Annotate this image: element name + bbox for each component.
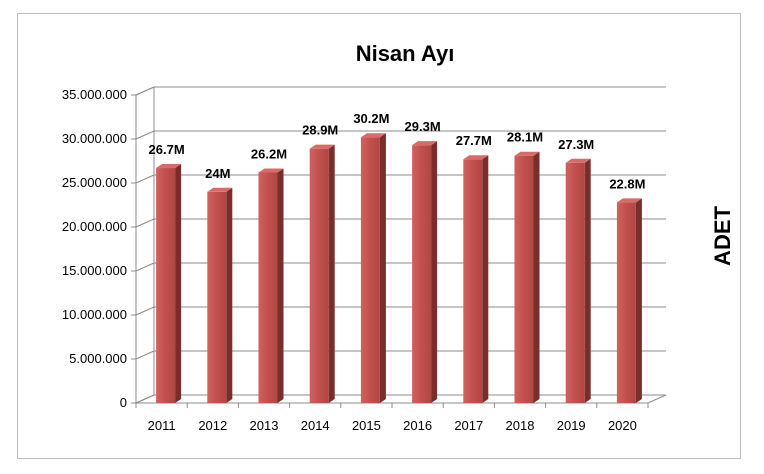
data-label: 27.3M (558, 137, 594, 152)
bar-top (258, 168, 284, 173)
y-axis-ticks: 0 5.000.000 10.000.000 15.000.000 20.000.000… (62, 87, 137, 410)
y-tick-label: 35.000.000 (62, 87, 127, 102)
axis-title-adet: ADET (710, 205, 735, 265)
bar-2017 (463, 155, 489, 403)
bar-side (328, 144, 335, 403)
bar-2016 (412, 141, 438, 403)
bar-top (309, 144, 335, 149)
y-tick-label: 10.000.000 (62, 307, 127, 322)
bar-front (309, 148, 329, 403)
x-tick-label: 2020 (608, 418, 637, 433)
gridline-side (135, 86, 155, 96)
data-label: 28.9M (302, 123, 338, 138)
y-tick-label: 30.000.000 (62, 131, 127, 146)
data-label: 26.7M (149, 142, 185, 157)
bar-top (514, 151, 540, 156)
y-tick-label: 15.000.000 (62, 263, 127, 278)
bar-front (360, 137, 380, 403)
bar-2012 (207, 187, 233, 403)
gridlines (135, 86, 666, 360)
bar-side (277, 168, 284, 403)
bar-side (226, 187, 233, 403)
data-label: 30.2M (353, 111, 389, 126)
bar-top (616, 198, 642, 203)
x-tick-label: 2011 (148, 418, 176, 433)
chart-frame: 0 5.000.000 10.000.000 15.000.000 20.000.000… (17, 13, 741, 459)
data-label: 27.7M (456, 133, 492, 148)
bar-2011 (156, 164, 182, 403)
bar-side (533, 151, 540, 403)
y-tick-label: 0 (120, 395, 127, 410)
bar-front (514, 155, 534, 403)
bar-top (207, 187, 233, 192)
bar-2013 (258, 168, 284, 403)
data-label: 24M (205, 166, 230, 181)
y-tick-label: 20.000.000 (62, 219, 127, 234)
bar-top (156, 164, 182, 169)
x-tick-label: 2017 (454, 418, 483, 433)
bar-chart: 0 5.000.000 10.000.000 15.000.000 20.000.000… (62, 41, 735, 433)
bar-front (565, 162, 585, 403)
bar-front (412, 145, 432, 403)
bar-front (616, 202, 636, 403)
x-tick-label: 2018 (506, 418, 535, 433)
x-tick-label: 2016 (403, 418, 432, 433)
gridline-side (135, 130, 155, 140)
gridline-side (135, 218, 155, 228)
bar-2019 (565, 158, 591, 403)
bar-top (565, 158, 591, 163)
data-labels: 26.7M 24M 26.2M 28.9M 30.2M 29.3M 27.7M 28.1M 27… (149, 111, 646, 191)
bar-2020 (616, 198, 642, 403)
gridline-side (135, 350, 155, 360)
x-tick-label: 2015 (352, 418, 381, 433)
side-wall (135, 86, 155, 404)
x-tick-label: 2013 (250, 418, 279, 433)
y-tick-label: 5.000.000 (69, 351, 127, 366)
data-label: 26.2M (251, 146, 287, 161)
bar-2018 (514, 151, 540, 403)
gridline-side (135, 174, 155, 184)
bar-side (482, 155, 489, 403)
bar-front (258, 172, 278, 403)
bar-top (360, 133, 386, 138)
bar-front (207, 191, 227, 403)
bar-side (431, 141, 438, 403)
bars (156, 133, 642, 403)
bar-top (463, 155, 489, 160)
bar-side (379, 133, 386, 403)
gridline-side (135, 306, 155, 316)
y-tick-label: 25.000.000 (62, 175, 127, 190)
data-label: 22.8M (609, 176, 645, 191)
bar-side (584, 158, 591, 403)
bar-2014 (309, 144, 335, 403)
bar-side (635, 198, 642, 403)
x-tick-label: 2019 (557, 418, 586, 433)
chart-title: Nisan Ayı (356, 41, 455, 66)
gridline-side (135, 262, 155, 272)
x-axis-ticks: 2011 2012 2013 2014 2015 2016 2017 2018 2019 2020 (135, 403, 649, 433)
bar-front (156, 168, 176, 403)
bar-side (175, 164, 182, 403)
x-tick-label: 2012 (198, 418, 227, 433)
x-tick-label: 2014 (301, 418, 330, 433)
data-label: 29.3M (405, 119, 441, 134)
data-label: 28.1M (507, 130, 543, 145)
bar-2015 (360, 133, 386, 403)
bar-top (412, 141, 438, 146)
bar-front (463, 159, 483, 403)
